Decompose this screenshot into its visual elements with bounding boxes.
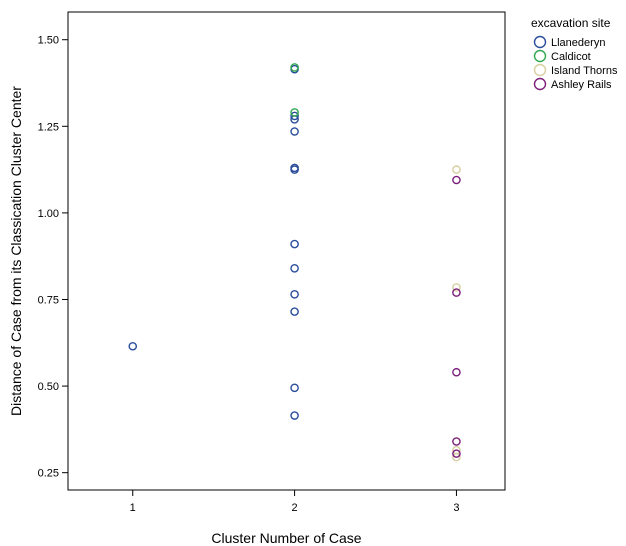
y-tick-label: 0.75 bbox=[38, 294, 59, 306]
x-tick-label: 1 bbox=[130, 502, 136, 514]
data-point bbox=[290, 63, 299, 72]
data-point bbox=[290, 111, 299, 121]
data-point bbox=[290, 383, 299, 393]
x-tick-label: 2 bbox=[292, 502, 298, 514]
data-point bbox=[290, 239, 299, 249]
data-point bbox=[452, 367, 461, 377]
legend-title: excavation site bbox=[531, 16, 611, 30]
legend-marker bbox=[533, 77, 547, 91]
data-points bbox=[128, 63, 461, 462]
y-axis: 0.25 0.50 0.75 1.00 1.25 1.50 bbox=[38, 35, 68, 480]
data-point bbox=[452, 437, 461, 446]
legend-label: Ashley Rails bbox=[551, 79, 612, 91]
data-point bbox=[290, 127, 299, 136]
y-tick-label: 1.00 bbox=[38, 208, 59, 220]
data-point bbox=[290, 264, 299, 273]
data-point bbox=[452, 449, 461, 458]
legend-label: Llanederyn bbox=[551, 37, 605, 49]
y-axis-title: Distance of Case from its Classication C… bbox=[8, 86, 24, 416]
data-point bbox=[452, 283, 461, 292]
legend: excavation site Llanederyn Caldicot Island… bbox=[531, 16, 618, 91]
legend-label: Caldicot bbox=[551, 51, 591, 63]
data-point bbox=[452, 165, 461, 174]
data-point bbox=[290, 163, 299, 173]
plot-border bbox=[67, 11, 506, 491]
data-point bbox=[452, 288, 461, 297]
data-point bbox=[290, 411, 299, 420]
legend-marker bbox=[533, 35, 547, 49]
x-tick-label: 3 bbox=[453, 502, 459, 514]
legend-marker bbox=[533, 63, 547, 77]
y-tick-label: 0.50 bbox=[38, 381, 59, 393]
x-axis-title: Cluster Number of Case bbox=[211, 530, 361, 546]
data-point bbox=[290, 289, 299, 299]
data-point bbox=[128, 341, 138, 351]
y-tick-label: 0.25 bbox=[38, 468, 59, 480]
data-point bbox=[452, 445, 461, 455]
y-tick-label: 1.25 bbox=[38, 121, 59, 133]
data-point bbox=[290, 307, 299, 316]
data-point bbox=[290, 108, 299, 117]
y-tick-label: 1.50 bbox=[38, 35, 59, 47]
x-axis: 1 2 3 bbox=[130, 490, 460, 514]
legend-label: Island Thorns bbox=[551, 65, 618, 77]
data-point bbox=[452, 175, 461, 185]
legend-marker bbox=[533, 49, 547, 63]
plot-frame bbox=[67, 11, 506, 491]
